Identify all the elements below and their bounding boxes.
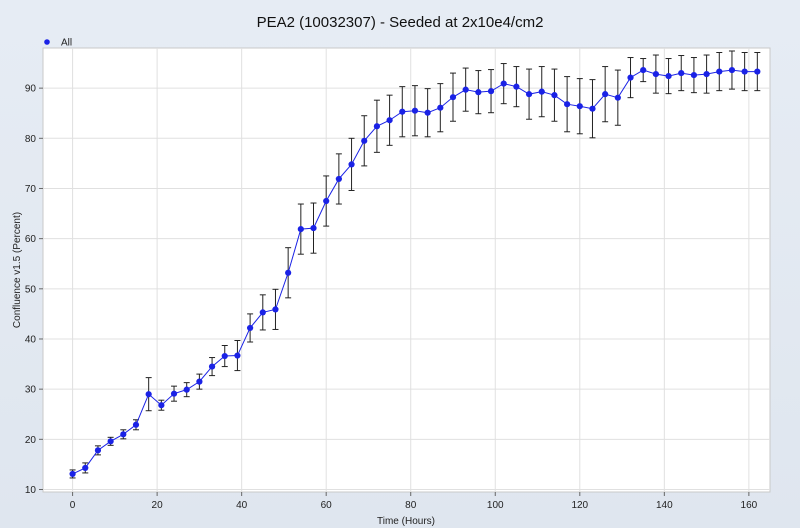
chart-title: PEA2 (10032307) - Seeded at 2x10e4/cm2 [257,14,544,31]
data-point [424,109,431,116]
data-point [690,71,698,79]
data-point [437,104,444,111]
data-point [640,66,647,74]
data-point [373,123,381,130]
data-point [335,175,342,183]
data-point [285,269,292,276]
x-tick-label: 20 [152,500,164,511]
data-point [614,94,621,101]
data-point [678,69,685,77]
data-point [208,363,216,370]
data-point [272,306,279,313]
series-all [69,66,761,478]
x-tick-label: 120 [571,500,588,511]
data-point [170,390,178,397]
x-tick-label: 160 [741,500,758,511]
data-point [602,91,609,98]
data-point [120,431,127,438]
data-point [754,68,761,75]
data-point [196,378,203,385]
data-point [323,197,330,205]
data-point [449,94,457,101]
x-axis-label: Time (Hours) [377,516,435,527]
legend: All [44,38,72,49]
y-tick-label: 80 [25,134,37,145]
data-point [703,70,710,78]
data-point [348,161,355,168]
data-point [665,72,672,80]
data-point [564,101,571,108]
data-point [728,66,736,74]
data-point [107,438,114,445]
y-tick-label: 20 [25,435,37,446]
data-point [551,92,558,99]
data-point [576,103,583,110]
grid-lines [43,48,770,492]
x-tick-label: 80 [405,500,417,511]
data-point [462,86,469,93]
data-point [183,386,190,393]
data-point [741,68,748,75]
y-tick-label: 70 [25,184,37,195]
data-point [145,391,152,398]
data-point [475,89,482,96]
y-tick-label: 50 [25,284,37,295]
data-point [538,88,545,95]
data-point [399,108,406,115]
data-point [386,117,393,124]
data-point [259,309,266,316]
y-tick-label: 10 [25,485,37,496]
x-axis: 0 20 40 60 80 100 120 140 160 [70,492,758,511]
y-axis: 10 20 30 40 50 60 70 80 90 [25,84,43,496]
data-point [158,402,165,409]
data-point [525,91,533,98]
data-point [411,107,419,114]
data-point [487,88,495,95]
data-point [716,68,723,75]
legend-entry-all: All [61,38,72,49]
data-point [310,225,317,232]
data-point [94,447,102,454]
y-tick-label: 30 [25,385,37,396]
data-point [652,70,659,78]
data-point [589,105,596,112]
data-point [69,470,76,478]
data-point [627,74,634,81]
legend-marker [44,39,50,45]
plot-area [42,47,771,493]
data-point [234,352,241,359]
data-point [132,421,140,428]
data-point [513,83,520,90]
y-tick-label: 90 [25,84,37,95]
data-point [500,80,507,87]
x-tick-label: 60 [321,500,333,511]
x-tick-label: 40 [236,500,248,511]
x-tick-label: 140 [656,500,673,511]
x-tick-label: 0 [70,500,76,511]
data-point [361,137,368,144]
y-axis-label: Confluence v1.5 (Percent) [12,212,23,328]
data-point [247,324,254,332]
x-tick-label: 100 [487,500,504,511]
y-tick-label: 40 [25,334,37,345]
data-point [221,352,228,360]
data-point [297,226,304,233]
data-point [82,464,89,472]
y-tick-label: 60 [25,234,37,245]
